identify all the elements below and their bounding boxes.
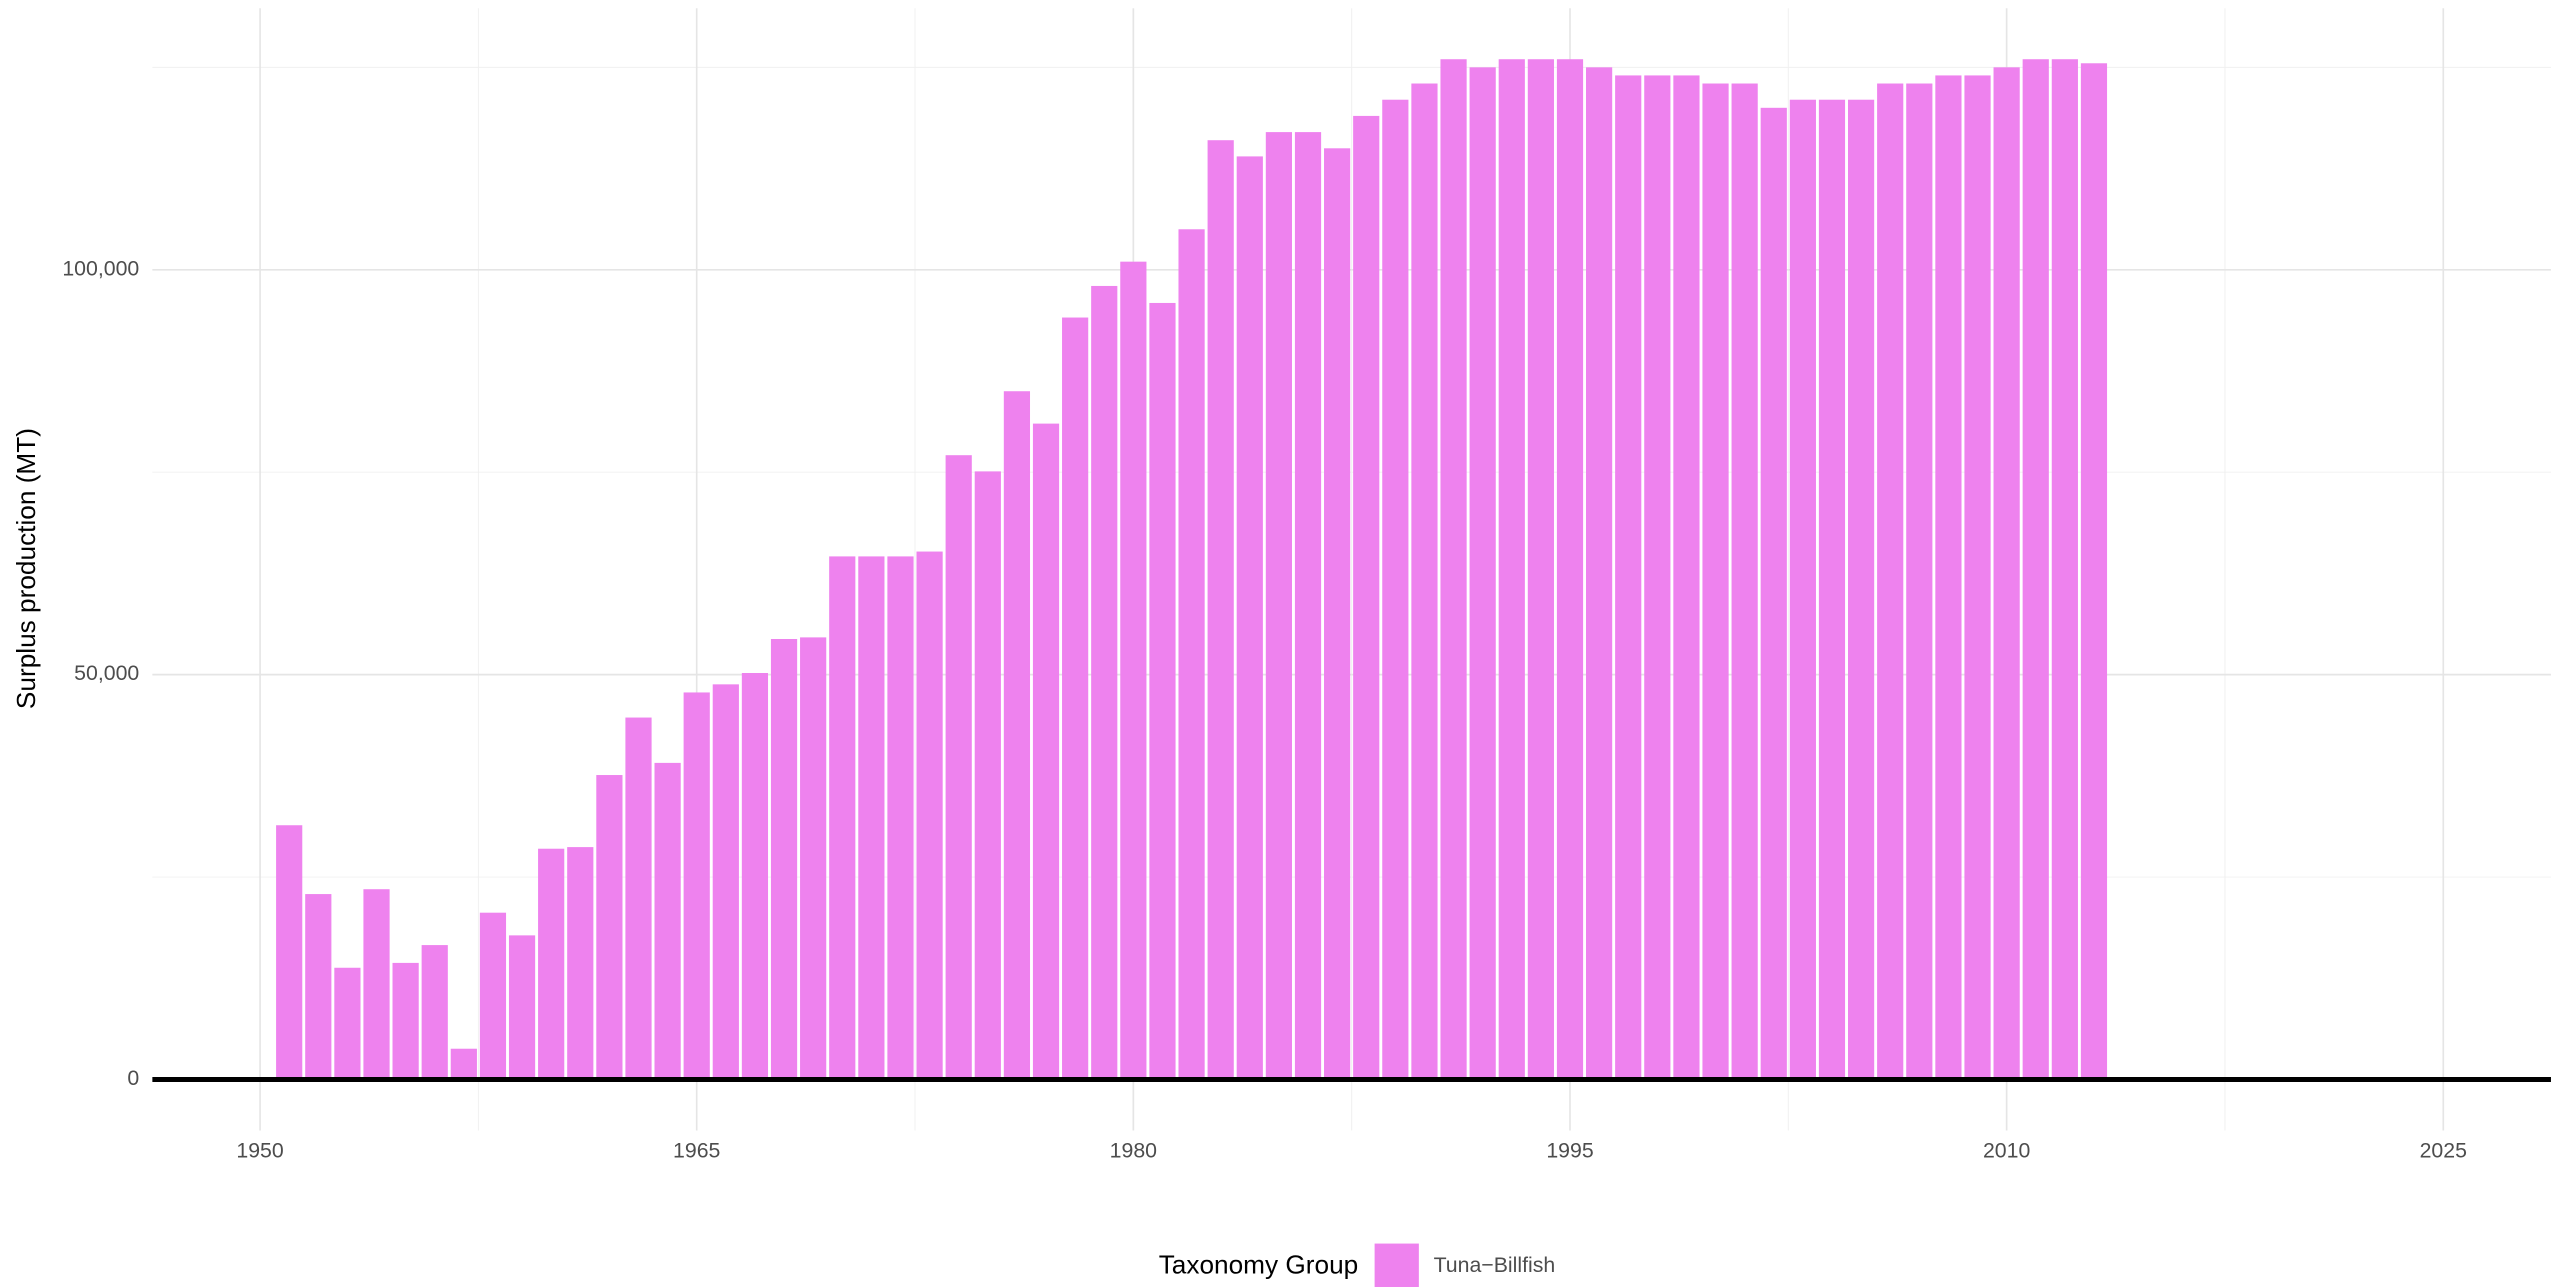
bar xyxy=(712,684,739,1080)
bar xyxy=(1818,99,1846,1080)
bar xyxy=(2022,59,2049,1080)
y-axis-title: Surplus production (MT) xyxy=(11,428,41,709)
x-tick-label: 1995 xyxy=(1546,1138,1593,1162)
bar xyxy=(1964,75,1991,1080)
bar xyxy=(334,967,361,1080)
y-tick-label: 0 xyxy=(127,1066,139,1090)
bar xyxy=(945,455,972,1080)
bar xyxy=(1935,75,1962,1080)
x-tick-label: 2010 xyxy=(1983,1138,2030,1162)
x-tick-label: 2025 xyxy=(2420,1138,2467,1162)
bar xyxy=(1120,261,1147,1080)
bar xyxy=(741,673,769,1080)
bar xyxy=(1091,285,1118,1080)
bar xyxy=(887,556,914,1080)
bar xyxy=(1556,59,1584,1080)
bar xyxy=(421,945,448,1080)
bar xyxy=(363,889,390,1080)
bar xyxy=(567,847,594,1080)
bar xyxy=(654,762,681,1080)
bar xyxy=(1760,107,1787,1080)
bar xyxy=(1906,83,1933,1080)
x-tick-label: 1950 xyxy=(236,1138,283,1162)
bar xyxy=(1032,423,1060,1080)
bar xyxy=(1178,229,1205,1080)
legend-key xyxy=(1374,1243,1419,1287)
bar xyxy=(1586,67,1613,1080)
bar xyxy=(1149,302,1176,1080)
bar xyxy=(392,962,419,1080)
bar xyxy=(1062,317,1089,1080)
bar xyxy=(974,471,1001,1080)
bar xyxy=(1615,75,1642,1080)
y-tick-label: 50,000 xyxy=(74,661,139,685)
x-tick-label: 1980 xyxy=(1110,1138,1157,1162)
y-tick-label: 100,000 xyxy=(62,256,139,280)
bar xyxy=(1411,83,1438,1080)
bar xyxy=(1644,75,1671,1080)
bar xyxy=(1382,99,1409,1080)
bar xyxy=(1673,75,1700,1080)
bar xyxy=(1877,83,1904,1080)
bar xyxy=(305,894,332,1080)
bar xyxy=(625,717,652,1080)
bar xyxy=(1207,140,1234,1080)
bar xyxy=(508,935,536,1080)
bar xyxy=(1353,115,1380,1080)
x-tick-label: 1965 xyxy=(673,1138,720,1162)
bar xyxy=(770,639,798,1080)
bar xyxy=(1993,67,2020,1080)
bar xyxy=(1294,132,1322,1080)
legend-label: Tuna−Billfish xyxy=(1434,1253,1556,1277)
bar xyxy=(2051,59,2078,1080)
bar xyxy=(538,848,565,1080)
bar xyxy=(683,692,710,1080)
bar xyxy=(1265,132,1293,1080)
bar xyxy=(1469,67,1496,1080)
bar xyxy=(276,825,303,1080)
bar xyxy=(1789,99,1816,1080)
bar xyxy=(1440,59,1467,1080)
bar xyxy=(596,775,623,1080)
bar xyxy=(1498,59,1525,1080)
bar xyxy=(1236,156,1263,1080)
bar xyxy=(1324,148,1351,1080)
bar xyxy=(1702,83,1729,1080)
bar xyxy=(1731,83,1758,1080)
bar xyxy=(916,551,943,1080)
bar xyxy=(1847,99,1875,1080)
bar xyxy=(479,912,507,1080)
bar xyxy=(1003,391,1031,1080)
bar xyxy=(829,556,856,1080)
bar xyxy=(800,637,827,1080)
bar xyxy=(2080,63,2108,1080)
bar xyxy=(1527,59,1554,1080)
bar xyxy=(450,1048,477,1080)
legend-title: Taxonomy Group xyxy=(1159,1249,1359,1279)
bar xyxy=(858,556,885,1080)
